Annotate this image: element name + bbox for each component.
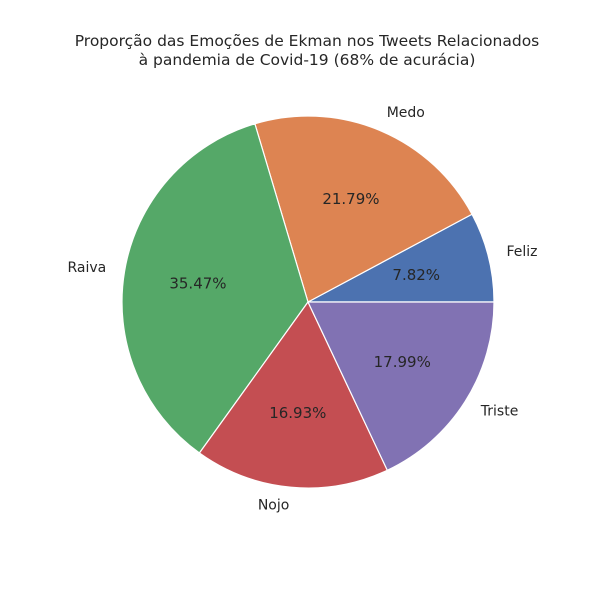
pie-slices (121, 115, 495, 489)
slice-percentage-raiva: 35.47% (169, 274, 226, 292)
pie-slice-medo (254, 115, 473, 303)
chart-title-line: à pandemia de Covid-19 (68% de acurácia) (139, 51, 476, 69)
chart-title: Proporção das Emoções de Ekman nos Tweet… (75, 32, 540, 69)
pie-slice-feliz (307, 213, 495, 303)
slice-label-nojo: Nojo (258, 498, 290, 514)
pie-slice-triste (307, 301, 495, 471)
slice-label-triste: Triste (480, 404, 519, 420)
pie-slice-raiva (121, 123, 309, 454)
slice-label-raiva: Raiva (67, 260, 106, 276)
slice-percentage-medo: 21.79% (322, 190, 379, 208)
slice-percentage-nojo: 16.93% (269, 404, 326, 422)
slice-label-medo: Medo (387, 105, 425, 121)
chart-title-line: Proporção das Emoções de Ekman nos Tweet… (75, 32, 540, 50)
pie-labels: Feliz 7.82% Medo 21.79% Raiva 35.47% Nojo 16.93… (67, 105, 537, 514)
slice-label-feliz: Feliz (506, 244, 537, 260)
slice-percentage-feliz: 7.82% (392, 266, 440, 284)
pie-slice-nojo (198, 301, 388, 489)
slice-percentage-triste: 17.99% (374, 353, 431, 371)
